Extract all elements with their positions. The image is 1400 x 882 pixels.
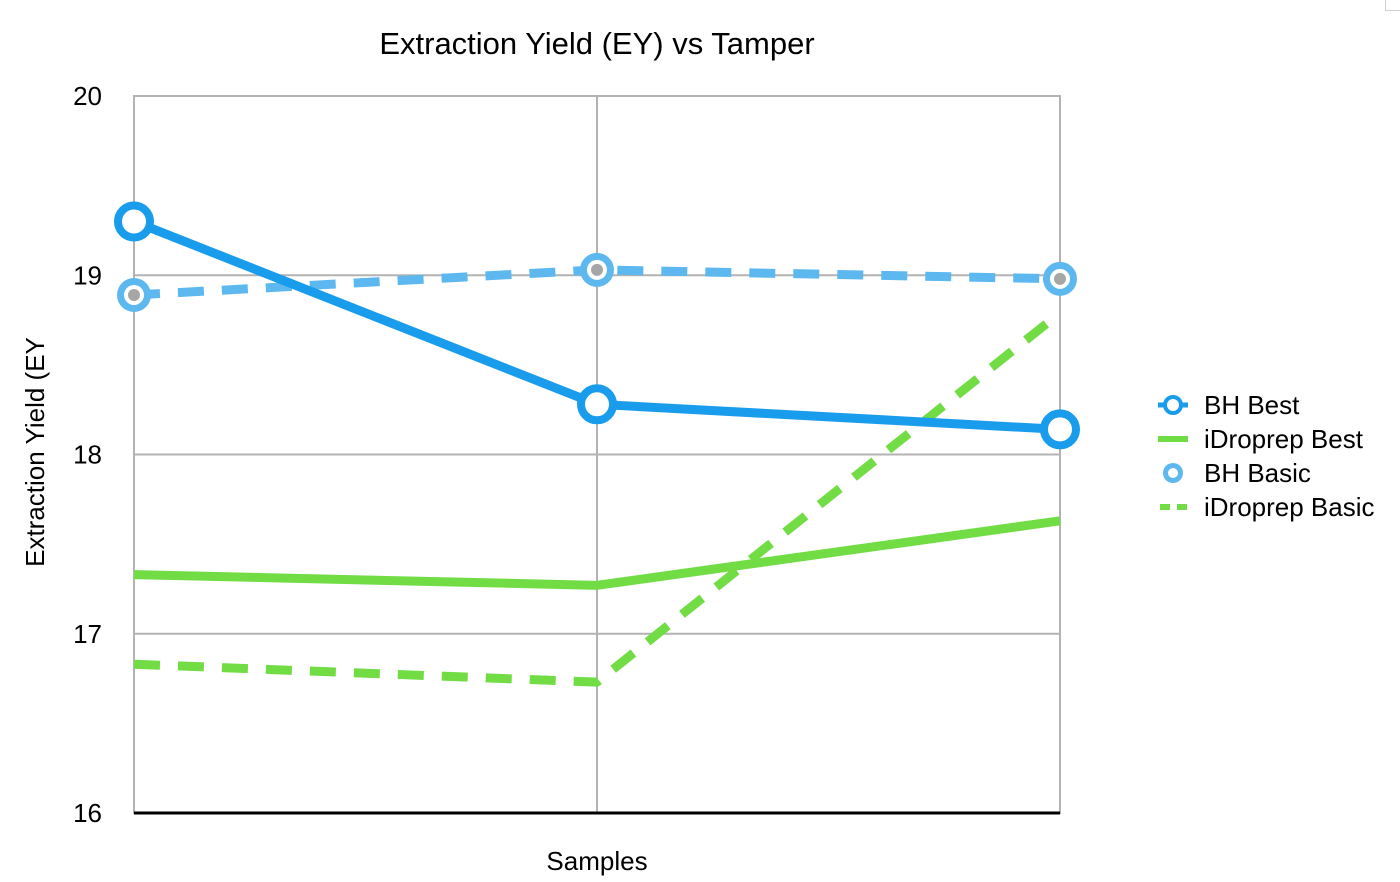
series-line-idroprep-basic — [133, 309, 1063, 687]
y-tick-label: 16 — [73, 798, 102, 828]
legend-item: BH Best — [1158, 390, 1300, 420]
data-point-marker-core — [128, 288, 140, 301]
data-point-marker-core — [591, 263, 603, 276]
legend-label: iDroprep Best — [1204, 424, 1364, 454]
y-tick-label: 18 — [73, 440, 102, 470]
grid-lines — [134, 96, 1060, 813]
series-layer — [114, 201, 1080, 687]
data-point-marker-core — [1054, 272, 1066, 285]
legend-swatch-marker-inner — [1168, 468, 1178, 478]
legend-label: BH Best — [1204, 390, 1300, 420]
legend-item: iDroprep Best — [1158, 424, 1364, 454]
y-axis-ticks: 16 17 18 19 20 — [73, 81, 102, 828]
chart-title: Extraction Yield (EY) vs Tamper — [379, 26, 814, 61]
y-tick-label: 19 — [73, 260, 102, 290]
y-axis-label: Extraction Yield (EY — [20, 337, 50, 567]
window-corner-mark — [1385, 0, 1400, 11]
legend: BH Best iDroprep Best BH Basic iDroprep Bas… — [1158, 390, 1375, 522]
legend-item: iDroprep Basic — [1160, 492, 1375, 522]
data-point-marker — [114, 201, 154, 242]
data-point-marker — [1040, 409, 1080, 450]
legend-label: BH Basic — [1204, 458, 1311, 488]
data-point-marker — [577, 384, 617, 425]
y-tick-label: 17 — [73, 619, 102, 649]
legend-item: BH Basic — [1163, 458, 1311, 488]
y-tick-label: 20 — [73, 81, 102, 111]
x-axis-label: Samples — [546, 846, 647, 876]
legend-swatch-marker — [1163, 395, 1183, 415]
legend-label: iDroprep Basic — [1204, 492, 1375, 522]
series-line-idroprep-best — [133, 516, 1061, 590]
